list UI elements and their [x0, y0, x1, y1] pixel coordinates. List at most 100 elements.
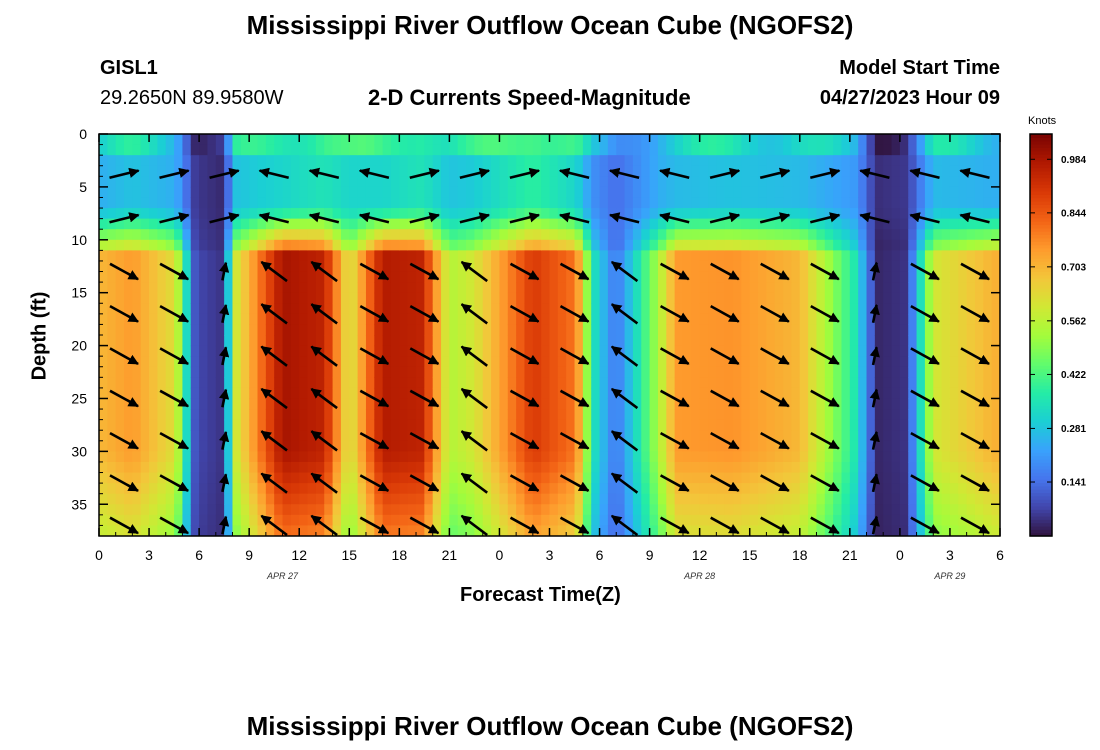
heatmap-cell	[274, 197, 284, 209]
heatmap-cell	[607, 239, 617, 251]
heatmap-cell	[991, 345, 1000, 357]
heatmap-cell	[99, 440, 108, 452]
heatmap-cell	[657, 282, 667, 294]
heatmap-cell	[232, 144, 242, 156]
heatmap-cell	[716, 430, 726, 442]
heatmap-cell	[649, 440, 659, 452]
heatmap-cell	[390, 165, 400, 177]
heatmap-cell	[699, 387, 709, 400]
heatmap-cell	[107, 292, 117, 304]
heatmap-cell	[858, 292, 868, 304]
heatmap-cell	[941, 260, 951, 273]
heatmap-cell	[891, 250, 901, 262]
heatmap-cell	[474, 218, 484, 230]
heatmap-cell	[858, 335, 868, 347]
heatmap-cell	[382, 409, 392, 421]
heatmap-cell	[324, 208, 334, 220]
current-vector	[610, 514, 639, 536]
heatmap-cell	[365, 377, 375, 389]
heatmap-cell	[883, 303, 893, 315]
current-vector	[859, 167, 890, 180]
heatmap-cell	[132, 430, 142, 442]
heatmap-cell	[207, 260, 217, 273]
heatmap-cell	[607, 197, 617, 209]
heatmap-cell	[749, 504, 759, 516]
heatmap-cell	[332, 504, 342, 516]
heatmap-cell	[282, 260, 292, 273]
heatmap-cell	[708, 165, 717, 177]
heatmap-cell	[524, 155, 534, 167]
heatmap-cell	[649, 430, 659, 442]
heatmap-cell	[974, 430, 984, 442]
heatmap-cell	[99, 324, 108, 336]
heatmap-cell	[115, 282, 125, 294]
heatmap-cell	[365, 197, 375, 209]
heatmap-cell	[424, 430, 434, 442]
heatmap-cell	[449, 144, 459, 156]
heatmap-cell	[716, 409, 726, 421]
heatmap-cell	[858, 303, 868, 315]
heatmap-cell	[457, 366, 467, 378]
heatmap-cell	[424, 504, 434, 516]
heatmap-cell	[449, 292, 459, 304]
heatmap-cell	[899, 461, 909, 474]
heatmap-cell	[591, 472, 601, 484]
heatmap-cell	[324, 472, 334, 484]
heatmap-cell	[941, 461, 951, 474]
heatmap-cell	[708, 134, 717, 146]
heatmap-cell	[399, 514, 409, 527]
heatmap-cell	[207, 514, 217, 527]
heatmap-cell	[941, 155, 951, 167]
heatmap-cell	[165, 260, 175, 273]
heatmap-cell	[424, 303, 434, 315]
heatmap-cell	[182, 335, 192, 347]
heatmap-cell	[582, 514, 592, 527]
heatmap-cell	[791, 208, 801, 220]
heatmap-cell	[741, 514, 751, 527]
heatmap-cell	[182, 292, 192, 304]
heatmap-cell	[716, 387, 726, 400]
heatmap-cell	[841, 176, 851, 188]
heatmap-cell	[724, 250, 734, 262]
heatmap-cell	[708, 387, 717, 400]
heatmap-cell	[849, 260, 859, 273]
heatmap-cell	[816, 165, 826, 177]
heatmap-cell	[682, 282, 692, 294]
heatmap-cell	[324, 229, 334, 241]
heatmap-cell	[290, 208, 300, 220]
heatmap-cell	[833, 134, 843, 146]
heatmap-cell	[899, 250, 909, 262]
heatmap-cell	[382, 197, 392, 209]
heatmap-cell	[441, 239, 450, 251]
heatmap-cell	[365, 324, 375, 336]
heatmap-cell	[791, 144, 801, 156]
heatmap-cell	[708, 292, 717, 304]
heatmap-cell	[491, 440, 501, 452]
heatmap-cell	[657, 461, 667, 474]
heatmap-cell	[874, 409, 884, 421]
heatmap-cell	[390, 239, 400, 251]
heatmap-cell	[315, 313, 325, 326]
current-vector	[260, 430, 288, 452]
heatmap-cell	[432, 366, 442, 378]
heatmap-cell	[491, 377, 501, 389]
heatmap-cell	[457, 282, 467, 294]
heatmap-cell	[924, 239, 934, 251]
heatmap-cell	[174, 472, 184, 484]
chart-subtitle: 2-D Currents Speed-Magnitude	[368, 85, 691, 110]
heatmap-cell	[582, 409, 592, 421]
heatmap-cell	[849, 387, 859, 400]
heatmap-cell	[883, 324, 893, 336]
heatmap-cell	[699, 356, 709, 368]
heatmap-cell	[290, 324, 300, 336]
heatmap-cell	[516, 260, 526, 273]
heatmap-cell	[691, 335, 701, 347]
heatmap-cell	[774, 176, 784, 188]
heatmap-cell	[941, 165, 951, 177]
heatmap-cell	[708, 155, 717, 167]
heatmap-cell	[933, 144, 943, 156]
heatmap-cell	[199, 186, 209, 199]
heatmap-cell	[157, 493, 167, 505]
heatmap-cell	[315, 165, 325, 177]
heatmap-cell	[132, 176, 142, 188]
